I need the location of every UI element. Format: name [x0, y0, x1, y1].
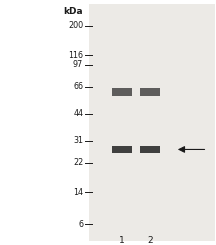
Bar — [112, 146, 132, 153]
Bar — [89, 4, 215, 241]
Text: 14: 14 — [73, 188, 83, 197]
Text: kDa: kDa — [64, 7, 83, 15]
Text: 44: 44 — [73, 110, 83, 118]
Text: 22: 22 — [73, 159, 83, 167]
Text: 2: 2 — [147, 236, 153, 245]
Text: 200: 200 — [68, 21, 83, 30]
Text: 6: 6 — [78, 220, 83, 229]
Bar — [140, 146, 160, 153]
Text: 1: 1 — [119, 236, 125, 245]
Bar — [140, 88, 160, 96]
Text: 31: 31 — [73, 136, 83, 145]
Text: 97: 97 — [73, 61, 83, 69]
Text: 66: 66 — [73, 83, 83, 91]
Text: 116: 116 — [68, 51, 83, 60]
Bar — [112, 88, 132, 96]
